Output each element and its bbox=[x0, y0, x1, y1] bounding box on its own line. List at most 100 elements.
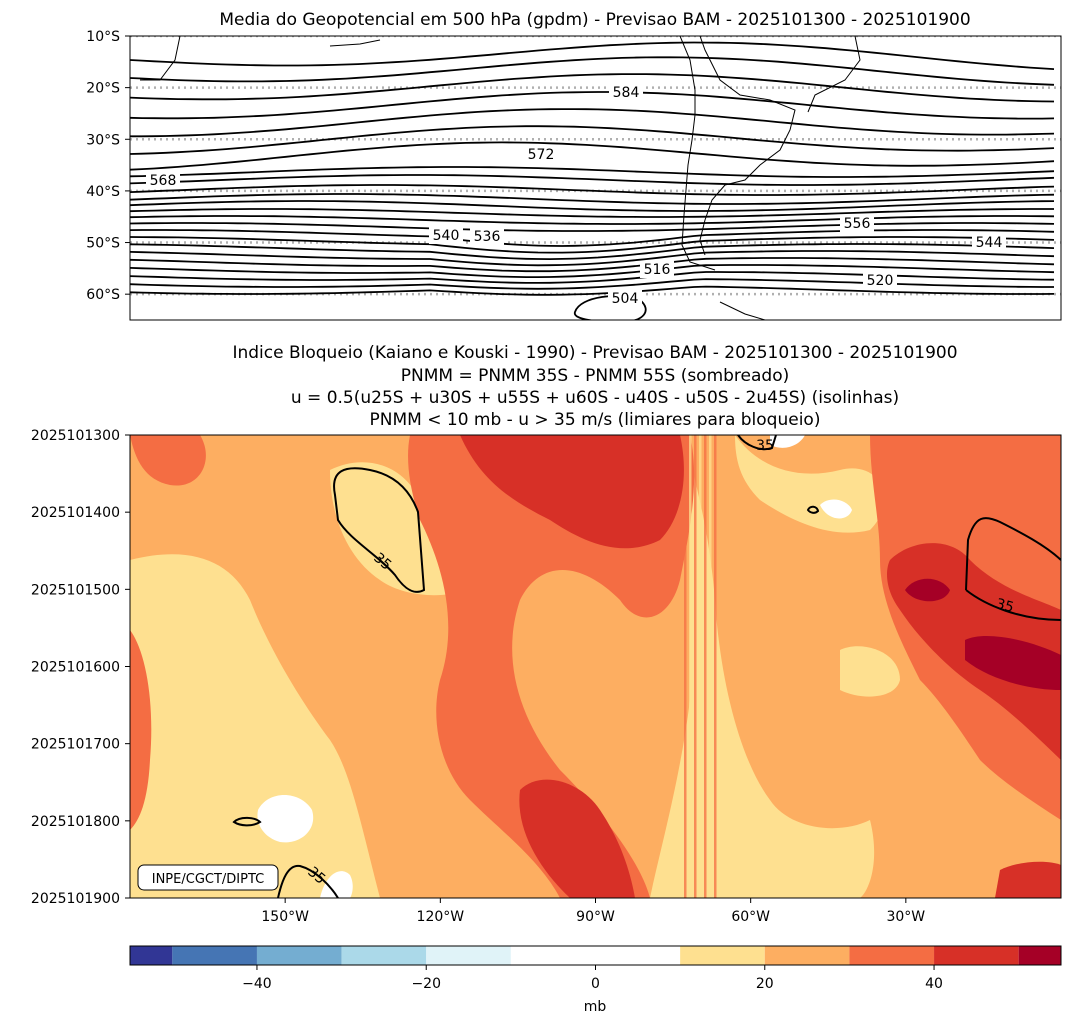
geopotential-isoline bbox=[130, 174, 1055, 186]
geopotential-isoline bbox=[130, 264, 1055, 278]
heatmap-streak bbox=[714, 435, 717, 898]
latitude-ticks: 10°S 20°S 30°S 40°S 50°S 60°S bbox=[86, 29, 130, 303]
geopotential-contour-labels: 584 572 568 556 540 536 544 516 520 504 bbox=[146, 84, 1006, 307]
date-ticks: 2025101300 2025101400 2025101500 2025101600… bbox=[31, 428, 130, 907]
contour-label-bg bbox=[470, 228, 504, 245]
geopotential-isoline bbox=[130, 108, 1055, 138]
contour-label-bg bbox=[146, 172, 180, 189]
heatmap-region bbox=[130, 630, 152, 830]
geopotential-contour-label: 556 bbox=[844, 216, 871, 232]
contour-label-bg bbox=[429, 227, 463, 244]
geopotential-isoline bbox=[130, 229, 1055, 247]
contour-label-bg bbox=[609, 84, 643, 101]
wind-contours-35 bbox=[232, 435, 1061, 898]
colorbar-segment bbox=[172, 946, 257, 965]
wind-contour-label: 35 bbox=[756, 438, 774, 454]
heatmap-streak bbox=[684, 435, 687, 898]
contour-label-bg bbox=[640, 261, 674, 278]
geopotential-isoline bbox=[130, 125, 1055, 155]
geopotential-isoline bbox=[130, 285, 1055, 296]
colorbar-segment bbox=[934, 946, 1019, 965]
contour-label-bg bbox=[972, 234, 1006, 251]
lon-tick-label: 150°W bbox=[261, 909, 309, 925]
geopotential-contour-label: 536 bbox=[474, 229, 501, 245]
geopotential-isoline bbox=[130, 222, 1055, 232]
lat-tick-label: 10°S bbox=[86, 29, 120, 45]
heatmap-region bbox=[965, 635, 1061, 690]
colorbar: −40 −20 0 20 40 mb bbox=[129, 945, 1062, 1015]
watermark-box: INPE/CGCT/DIPTC bbox=[137, 864, 279, 891]
wind-contour-label: 35 bbox=[994, 596, 1015, 616]
heatmap-streak bbox=[689, 435, 692, 898]
date-tick-label: 2025101600 bbox=[31, 660, 120, 676]
heatmap-region bbox=[995, 861, 1061, 898]
geopotential-isoline bbox=[130, 184, 1055, 196]
geopotential-frame bbox=[129, 35, 1062, 321]
geopotential-isoline bbox=[130, 243, 1055, 261]
geopotential-isoline bbox=[130, 271, 1055, 284]
heatmap-region bbox=[130, 554, 380, 898]
lon-tick-label: 90°W bbox=[576, 909, 615, 925]
colorbar-segment bbox=[849, 946, 935, 965]
geopotential-isoline bbox=[130, 56, 1055, 86]
colorbar-segment bbox=[130, 946, 173, 965]
date-tick-label: 2025101900 bbox=[31, 891, 120, 907]
heatmap-streak bbox=[694, 435, 697, 898]
geopotential-contour-label: 516 bbox=[644, 262, 671, 278]
heatmap-region bbox=[330, 462, 466, 596]
geopotential-isoline bbox=[130, 236, 1055, 254]
heatmap-streak bbox=[704, 435, 707, 898]
coastline-south-america bbox=[140, 36, 861, 320]
heatmap-region bbox=[840, 646, 900, 697]
watermark-text: INPE/CGCT/DIPTC bbox=[152, 872, 264, 887]
heatmap-region bbox=[408, 435, 695, 898]
geopotential-contour-label: 584 bbox=[613, 85, 640, 101]
geopotential-isoline bbox=[130, 257, 1055, 273]
heatmap-region bbox=[820, 499, 852, 519]
colorbar-segment bbox=[341, 946, 427, 965]
geopotential-contour-label: 540 bbox=[433, 228, 460, 244]
geopotential-isoline bbox=[130, 200, 1055, 212]
contour-label-bg bbox=[863, 272, 897, 289]
colorbar-segment bbox=[510, 946, 681, 965]
colorbar-segment bbox=[426, 946, 511, 965]
lat-tick-label: 20°S bbox=[86, 81, 120, 97]
heatmap-region bbox=[257, 795, 314, 843]
heatmap-streak bbox=[699, 435, 702, 898]
colorbar-tick-label: 40 bbox=[925, 976, 943, 992]
colorbar-tick-label: −20 bbox=[411, 976, 441, 992]
lat-tick-label: 40°S bbox=[86, 184, 120, 200]
geopotential-contour-label: 544 bbox=[976, 235, 1003, 251]
blocking-title-line-3: u = 0.5(u25S + u30S + u55S + u60S - u40S… bbox=[290, 388, 900, 408]
date-tick-label: 2025101500 bbox=[31, 582, 120, 598]
colorbar-segment bbox=[1018, 946, 1061, 965]
date-tick-label: 2025101300 bbox=[31, 428, 120, 444]
geopotential-isoline bbox=[130, 215, 1055, 225]
lon-tick-label: 120°W bbox=[417, 909, 465, 925]
blocking-title-line-4: PNMM < 10 mb - u > 35 m/s (limiares para… bbox=[369, 410, 821, 430]
lat-tick-label: 60°S bbox=[86, 287, 120, 303]
colorbar-segment bbox=[256, 946, 342, 965]
blocking-title-line-2: PNMM = PNMM 35S - PNMM 55S (sombreado) bbox=[400, 366, 790, 386]
geopotential-title: Media do Geopotencial em 500 hPa (gpdm) … bbox=[219, 10, 971, 30]
geopotential-isoline bbox=[130, 91, 1055, 120]
colorbar-segment bbox=[680, 946, 765, 965]
geopotential-panel: 584 572 568 556 540 536 544 516 520 504 10°S 20°S 3… bbox=[86, 29, 1062, 321]
colorbar-label: mb bbox=[584, 999, 607, 1015]
geopotential-isoline bbox=[130, 166, 1055, 178]
geopotential-contour-label: 520 bbox=[867, 273, 894, 289]
date-tick-label: 2025101700 bbox=[31, 737, 120, 753]
lat-tick-label: 50°S bbox=[86, 236, 120, 252]
colorbar-tick-label: 0 bbox=[591, 976, 600, 992]
colorbar-segment bbox=[764, 946, 850, 965]
colorbar-segments bbox=[130, 946, 1061, 965]
date-tick-label: 2025101400 bbox=[31, 505, 120, 521]
geopotential-isoline bbox=[130, 278, 1054, 290]
geopotential-isoline bbox=[130, 250, 1055, 267]
colorbar-tick-label: −40 bbox=[242, 976, 272, 992]
blocking-title-line-1: Indice Bloqueio (Kaiano e Kouski - 1990)… bbox=[232, 343, 958, 363]
latitude-gridlines bbox=[130, 36, 1061, 296]
